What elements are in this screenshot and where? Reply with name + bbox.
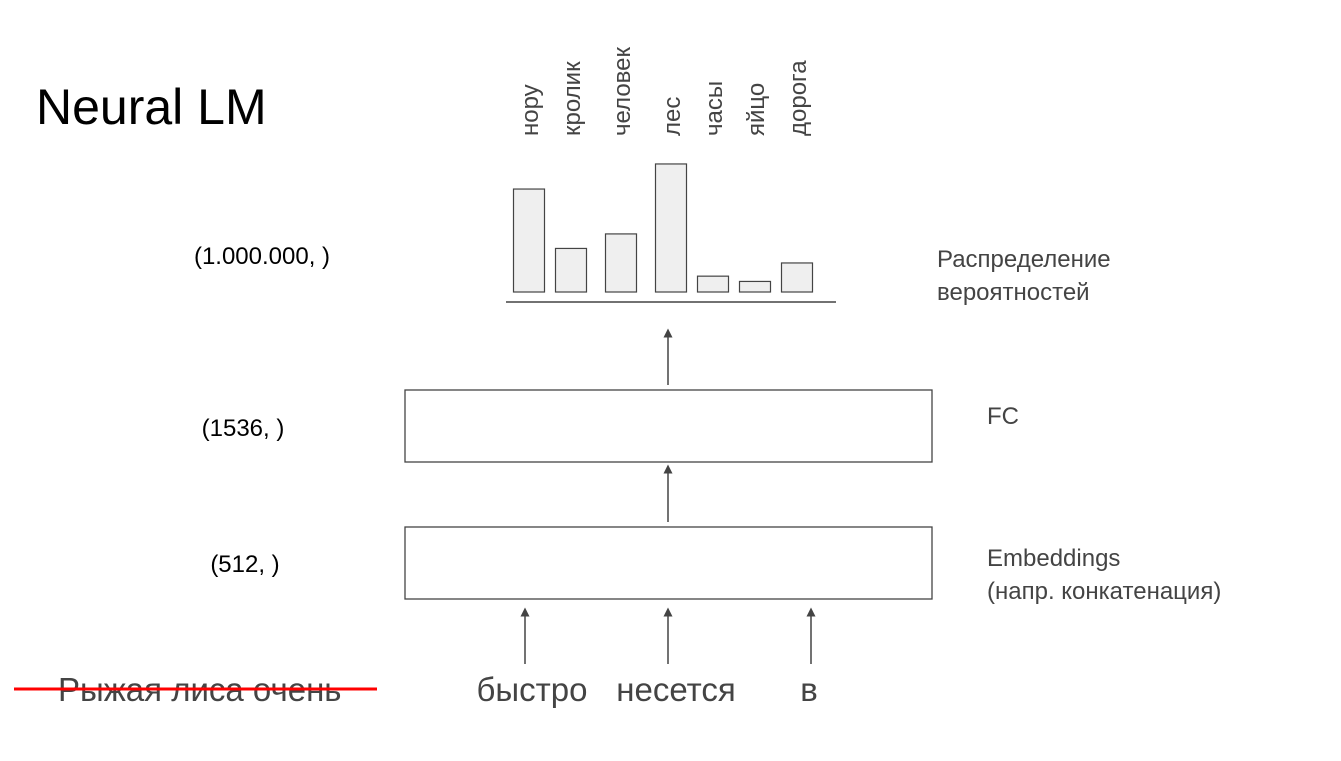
probability-bar-1 bbox=[512, 188, 546, 293]
vocab-word-labels: нору кролик человек лес часы яйцо дорога bbox=[517, 46, 812, 136]
embeddings-shape-label: (512, ) bbox=[210, 551, 279, 578]
probability-bars bbox=[512, 163, 814, 293]
vocab-word-3: человек bbox=[609, 46, 636, 136]
probability-bar-2 bbox=[554, 247, 588, 293]
fc-layer-label: FC bbox=[987, 403, 1019, 430]
embeddings-layer-box bbox=[404, 526, 933, 600]
probability-bar-4 bbox=[654, 163, 688, 293]
probability-bar-5 bbox=[696, 275, 730, 293]
vocab-word-2: кролик bbox=[559, 61, 586, 136]
distribution-label-line1: Распределение bbox=[937, 246, 1111, 273]
distribution-label-line2: вероятностей bbox=[937, 279, 1090, 306]
slide-title: Neural LM bbox=[36, 79, 267, 135]
fc-layer-box bbox=[404, 389, 933, 463]
fc-shape-label: (1536, ) bbox=[202, 415, 285, 442]
vocab-word-5: часы bbox=[701, 81, 728, 136]
vocab-word-1: нору bbox=[517, 84, 544, 136]
embeddings-label-line1: Embeddings bbox=[987, 545, 1120, 572]
context-word-2: несется bbox=[616, 671, 735, 708]
probability-bar-6 bbox=[738, 280, 772, 293]
vocab-word-6: яйцо bbox=[743, 83, 770, 136]
vocab-word-7: дорога bbox=[785, 60, 812, 136]
embeddings-label-line2: (напр. конкатенация) bbox=[987, 578, 1221, 605]
vocab-word-4: лес bbox=[659, 97, 686, 136]
probability-bar-7 bbox=[780, 262, 814, 293]
context-word-3: в bbox=[800, 671, 818, 708]
probability-bar-3 bbox=[604, 233, 638, 293]
context-word-1: быстро bbox=[477, 671, 588, 708]
distribution-shape-label: (1.000.000, ) bbox=[194, 243, 330, 270]
